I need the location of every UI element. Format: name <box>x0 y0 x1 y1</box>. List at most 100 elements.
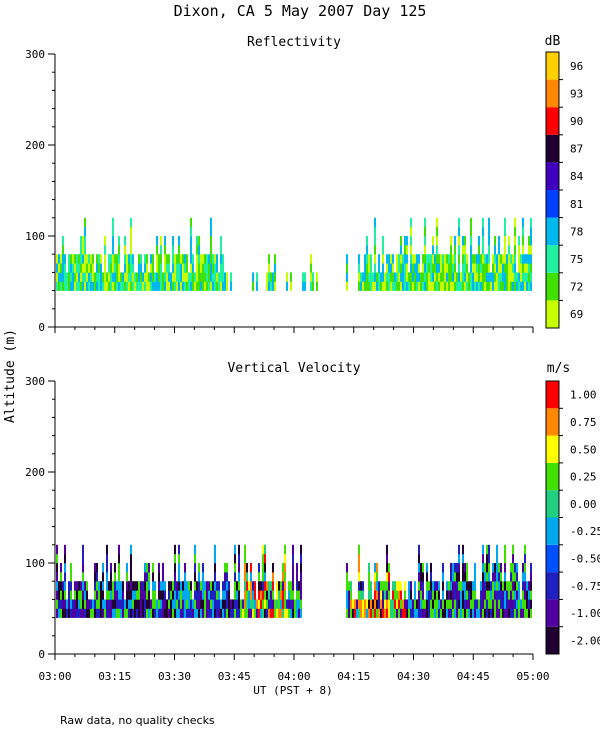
heatmap-cell <box>118 236 120 246</box>
heatmap-cell <box>502 254 504 264</box>
heatmap-cell <box>238 572 240 582</box>
heatmap-cell <box>206 254 208 264</box>
heatmap-cell <box>204 599 206 609</box>
heatmap-cell <box>500 581 502 591</box>
heatmap-cell <box>136 599 138 609</box>
heatmap-cell <box>128 581 130 591</box>
heatmap-cell <box>462 254 464 264</box>
heatmap-cell <box>458 572 460 582</box>
heatmap-cell <box>502 581 504 591</box>
heatmap-cell <box>266 581 268 591</box>
heatmap-cell <box>214 599 216 609</box>
heatmap-cell <box>84 599 86 609</box>
colorbar-swatch <box>546 435 559 463</box>
heatmap-cell <box>528 281 530 291</box>
heatmap-cell <box>296 590 298 600</box>
heatmap-cell <box>274 599 276 609</box>
heatmap-cell <box>474 281 476 291</box>
heatmap-cell <box>406 608 408 618</box>
colorbar-label: 0.50 <box>570 443 597 456</box>
heatmap-cell <box>512 281 514 291</box>
heatmap-cell <box>414 281 416 291</box>
heatmap-cell <box>506 590 508 600</box>
heatmap-cell <box>266 608 268 618</box>
heatmap-cell <box>100 281 102 291</box>
heatmap-cell <box>220 608 222 618</box>
heatmap-cell <box>200 581 202 591</box>
heatmap-cell <box>416 599 418 609</box>
heatmap-cell <box>460 581 462 591</box>
heatmap-cell <box>96 563 98 573</box>
heatmap-cell <box>190 272 192 282</box>
heatmap-cell <box>274 254 276 264</box>
heatmap-cell <box>484 281 486 291</box>
heatmap-cell <box>488 608 490 618</box>
heatmap-cell <box>406 236 408 246</box>
heatmap-cell <box>426 581 428 591</box>
heatmap-cell <box>518 581 520 591</box>
heatmap-cell <box>120 590 122 600</box>
heatmap-cell <box>494 590 496 600</box>
heatmap-cell <box>392 590 394 600</box>
heatmap-cell <box>86 599 88 609</box>
heatmap-cell <box>122 581 124 591</box>
heatmap-cell <box>56 599 58 609</box>
heatmap-cell <box>76 281 78 291</box>
heatmap-cell <box>426 254 428 264</box>
heatmap-cell <box>414 254 416 264</box>
heatmap-cell <box>130 572 132 582</box>
heatmap-cell <box>80 581 82 591</box>
heatmap-cell <box>110 281 112 291</box>
heatmap-cell <box>524 590 526 600</box>
heatmap-cell <box>510 581 512 591</box>
heatmap-cell <box>140 608 142 618</box>
heatmap-cell <box>156 281 158 291</box>
heatmap-cell <box>420 563 422 573</box>
heatmap-cell <box>512 263 514 273</box>
heatmap-cell <box>530 281 532 291</box>
heatmap-cell <box>226 590 228 600</box>
heatmap-cell <box>460 599 462 609</box>
heatmap-cell <box>360 608 362 618</box>
heatmap-cell <box>504 608 506 618</box>
heatmap-cell <box>376 608 378 618</box>
heatmap-cell <box>432 254 434 264</box>
heatmap-cell <box>62 236 64 246</box>
heatmap-cell <box>154 281 156 291</box>
heatmap-cell <box>64 608 66 618</box>
heatmap-cell <box>142 599 144 609</box>
heatmap-cell <box>372 272 374 282</box>
heatmap-cell <box>198 281 200 291</box>
heatmap-cell <box>430 590 432 600</box>
heatmap-cell <box>436 272 438 282</box>
heatmap-cell <box>116 272 118 282</box>
heatmap-cell <box>298 599 300 609</box>
heatmap-cell <box>482 217 484 228</box>
heatmap-cell <box>264 572 266 582</box>
heatmap-cell <box>508 236 510 246</box>
heatmap-cell <box>268 581 270 591</box>
heatmap-cell <box>496 272 498 282</box>
heatmap-cell <box>394 581 396 591</box>
heatmap-cell <box>492 599 494 609</box>
heatmap-cell <box>210 263 212 273</box>
heatmap-cell <box>162 608 164 618</box>
heatmap-cell <box>490 581 492 591</box>
heatmap-cell <box>504 281 506 291</box>
heatmap-cell <box>254 581 256 591</box>
heatmap-cell <box>144 563 146 573</box>
heatmap-cell <box>440 254 442 264</box>
heatmap-cell <box>410 236 412 246</box>
heatmap-cell <box>396 581 398 591</box>
heatmap-cell <box>70 281 72 291</box>
heatmap-cell <box>172 581 174 591</box>
heatmap-cell <box>442 590 444 600</box>
heatmap-cell <box>486 254 488 264</box>
heatmap-cell <box>346 590 348 600</box>
heatmap-cell <box>450 236 452 246</box>
heatmap-cell <box>100 590 102 600</box>
heatmap-cell <box>68 599 70 609</box>
heatmap-cell <box>506 599 508 609</box>
heatmap-cell <box>246 608 248 618</box>
heatmap-cell <box>210 272 212 282</box>
